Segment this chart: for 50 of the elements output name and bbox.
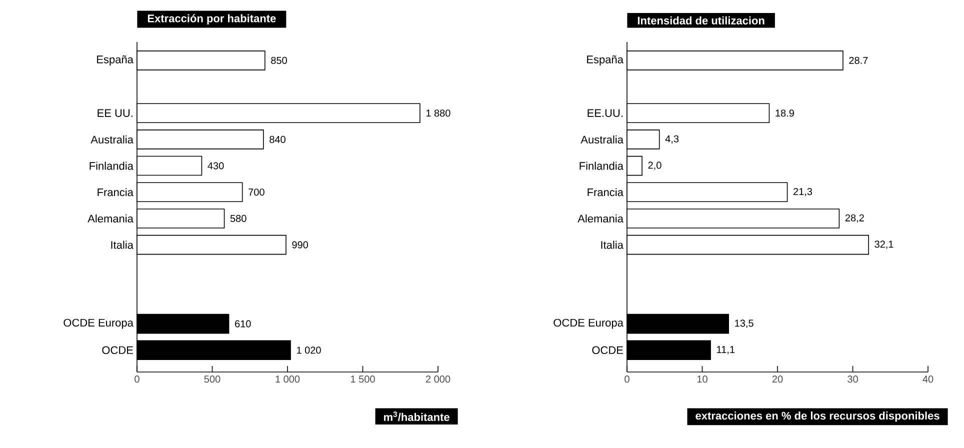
- y-tick-label: Italia: [601, 240, 624, 249]
- x-tick-label: 0: [624, 376, 630, 383]
- chart-title: Extracción por habitante: [148, 14, 276, 24]
- x-tick-label: 20: [772, 376, 783, 383]
- data-label: 28.7: [849, 56, 868, 64]
- x-tick-label: 1 000: [276, 376, 300, 383]
- data-label: 700: [248, 188, 264, 196]
- data-label: 28,2: [845, 214, 864, 223]
- x-axis-title: extracciones en % de los recursos disponibles: [696, 412, 940, 422]
- x-tick-label: 40: [922, 376, 934, 383]
- y-tick-label: OCDE: [102, 346, 133, 354]
- y-tick-label: Australia: [580, 135, 624, 144]
- y-tick-label: OCDE Europa: [554, 318, 624, 329]
- data-label: 18.9: [776, 110, 794, 117]
- y-tick-label: OCDE: [592, 346, 623, 354]
- data-label: 990: [292, 241, 308, 248]
- x-axis-title: m$^{3}$/habitante: [384, 412, 450, 422]
- chart-title: Intensidad de utilizacion: [638, 16, 764, 24]
- x-tick-label: 2 000: [426, 376, 450, 383]
- data-label: 4,3: [665, 135, 679, 144]
- x-tick-label: 10: [697, 376, 708, 383]
- y-tick-label: EE.UU.: [588, 109, 622, 117]
- data-label: 13,5: [735, 320, 754, 328]
- y-tick-label: Francia: [98, 188, 134, 196]
- data-label: 11,1: [717, 346, 735, 354]
- x-tick-label: 0: [134, 376, 140, 383]
- data-label: 21,3: [794, 188, 812, 196]
- y-tick-label: OCDE Europa: [64, 318, 134, 329]
- y-tick-label: España: [97, 55, 134, 66]
- data-label: 2,0: [648, 162, 662, 170]
- y-tick-label: Finlandia: [90, 162, 134, 170]
- y-tick-label: España: [587, 55, 624, 66]
- x-tick-label: 500: [204, 376, 220, 383]
- x-tick-label: 1 500: [351, 376, 375, 383]
- data-label: 32,1: [874, 240, 894, 249]
- data-label: 580: [230, 214, 246, 222]
- data-label: 610: [235, 320, 251, 328]
- y-tick-label: Finlandia: [580, 162, 624, 170]
- y-tick-label: Australia: [90, 135, 134, 144]
- y-tick-label: Alemania: [88, 214, 134, 223]
- data-label: 840: [270, 136, 286, 143]
- data-label: 430: [208, 162, 224, 170]
- data-label: 850: [271, 56, 287, 64]
- data-label: 1 020: [297, 346, 321, 354]
- y-tick-label: Alemania: [578, 214, 624, 223]
- data-label: 1 880: [426, 110, 450, 117]
- x-tick-label: 30: [848, 376, 858, 383]
- y-tick-label: Francia: [588, 188, 624, 196]
- y-tick-label: EE UU.: [98, 109, 132, 117]
- y-tick-label: Italia: [111, 240, 134, 249]
